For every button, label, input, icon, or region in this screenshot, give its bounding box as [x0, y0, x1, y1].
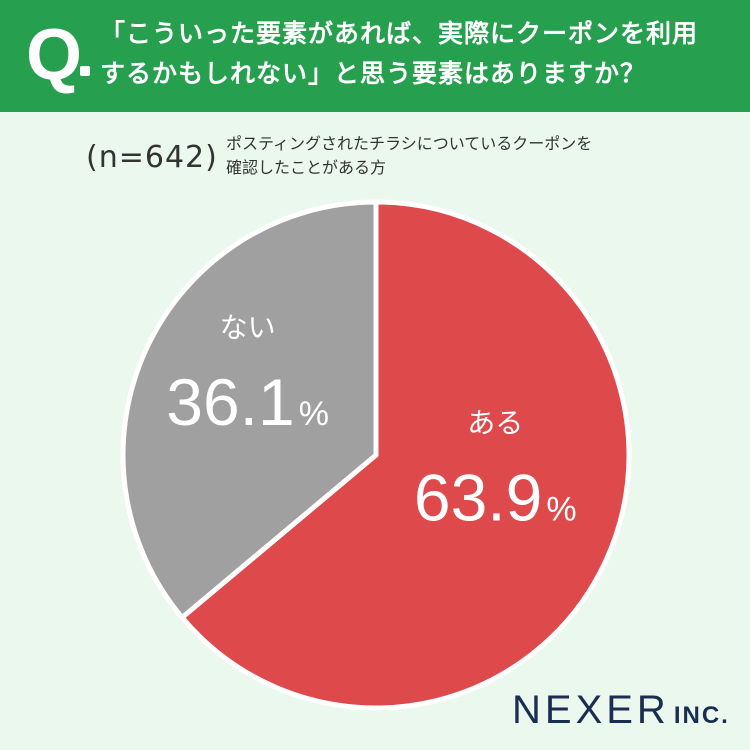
- brand-suffix: INC.: [673, 702, 730, 729]
- nexer-logo: NEXER INC.: [512, 688, 730, 733]
- q-dot: [80, 66, 90, 76]
- slice-value-1: 36.1%: [166, 365, 329, 439]
- question-text: 「こういった要素があれば、実際にクーポンを利用 するかもしれない」と思う要素はあ…: [100, 14, 740, 94]
- question-line-2: するかもしれない」と思う要素はありますか？: [100, 59, 647, 88]
- slice-value-0: 63.9%: [414, 461, 577, 535]
- target-line-2: 確認したことがある方: [226, 158, 387, 177]
- target-description: ポスティングされたチラシについているクーポンを 確認したことがある方: [226, 132, 592, 180]
- target-line-1: ポスティングされたチラシについているクーポンを: [226, 134, 593, 153]
- pie-slices: [120, 199, 632, 711]
- pie-labels: ある 63.9 % ない 36.1%: [166, 311, 576, 535]
- brand-name: NEXER: [512, 688, 670, 732]
- sample-size: (n=642): [86, 140, 218, 175]
- pie-slice-0: [179, 199, 632, 711]
- question-line-1: 「こういった要素があれば、実際にクーポンを利用: [100, 19, 699, 48]
- slice-label-0: ある: [467, 407, 523, 440]
- pie-slice-1: [120, 199, 379, 620]
- q-mark: Q: [26, 15, 83, 95]
- question-header: Q 「こういった要素があれば、実際にクーポンを利用 するかもしれない」と思う要素…: [0, 0, 750, 112]
- slice-label-1: ない: [220, 311, 276, 344]
